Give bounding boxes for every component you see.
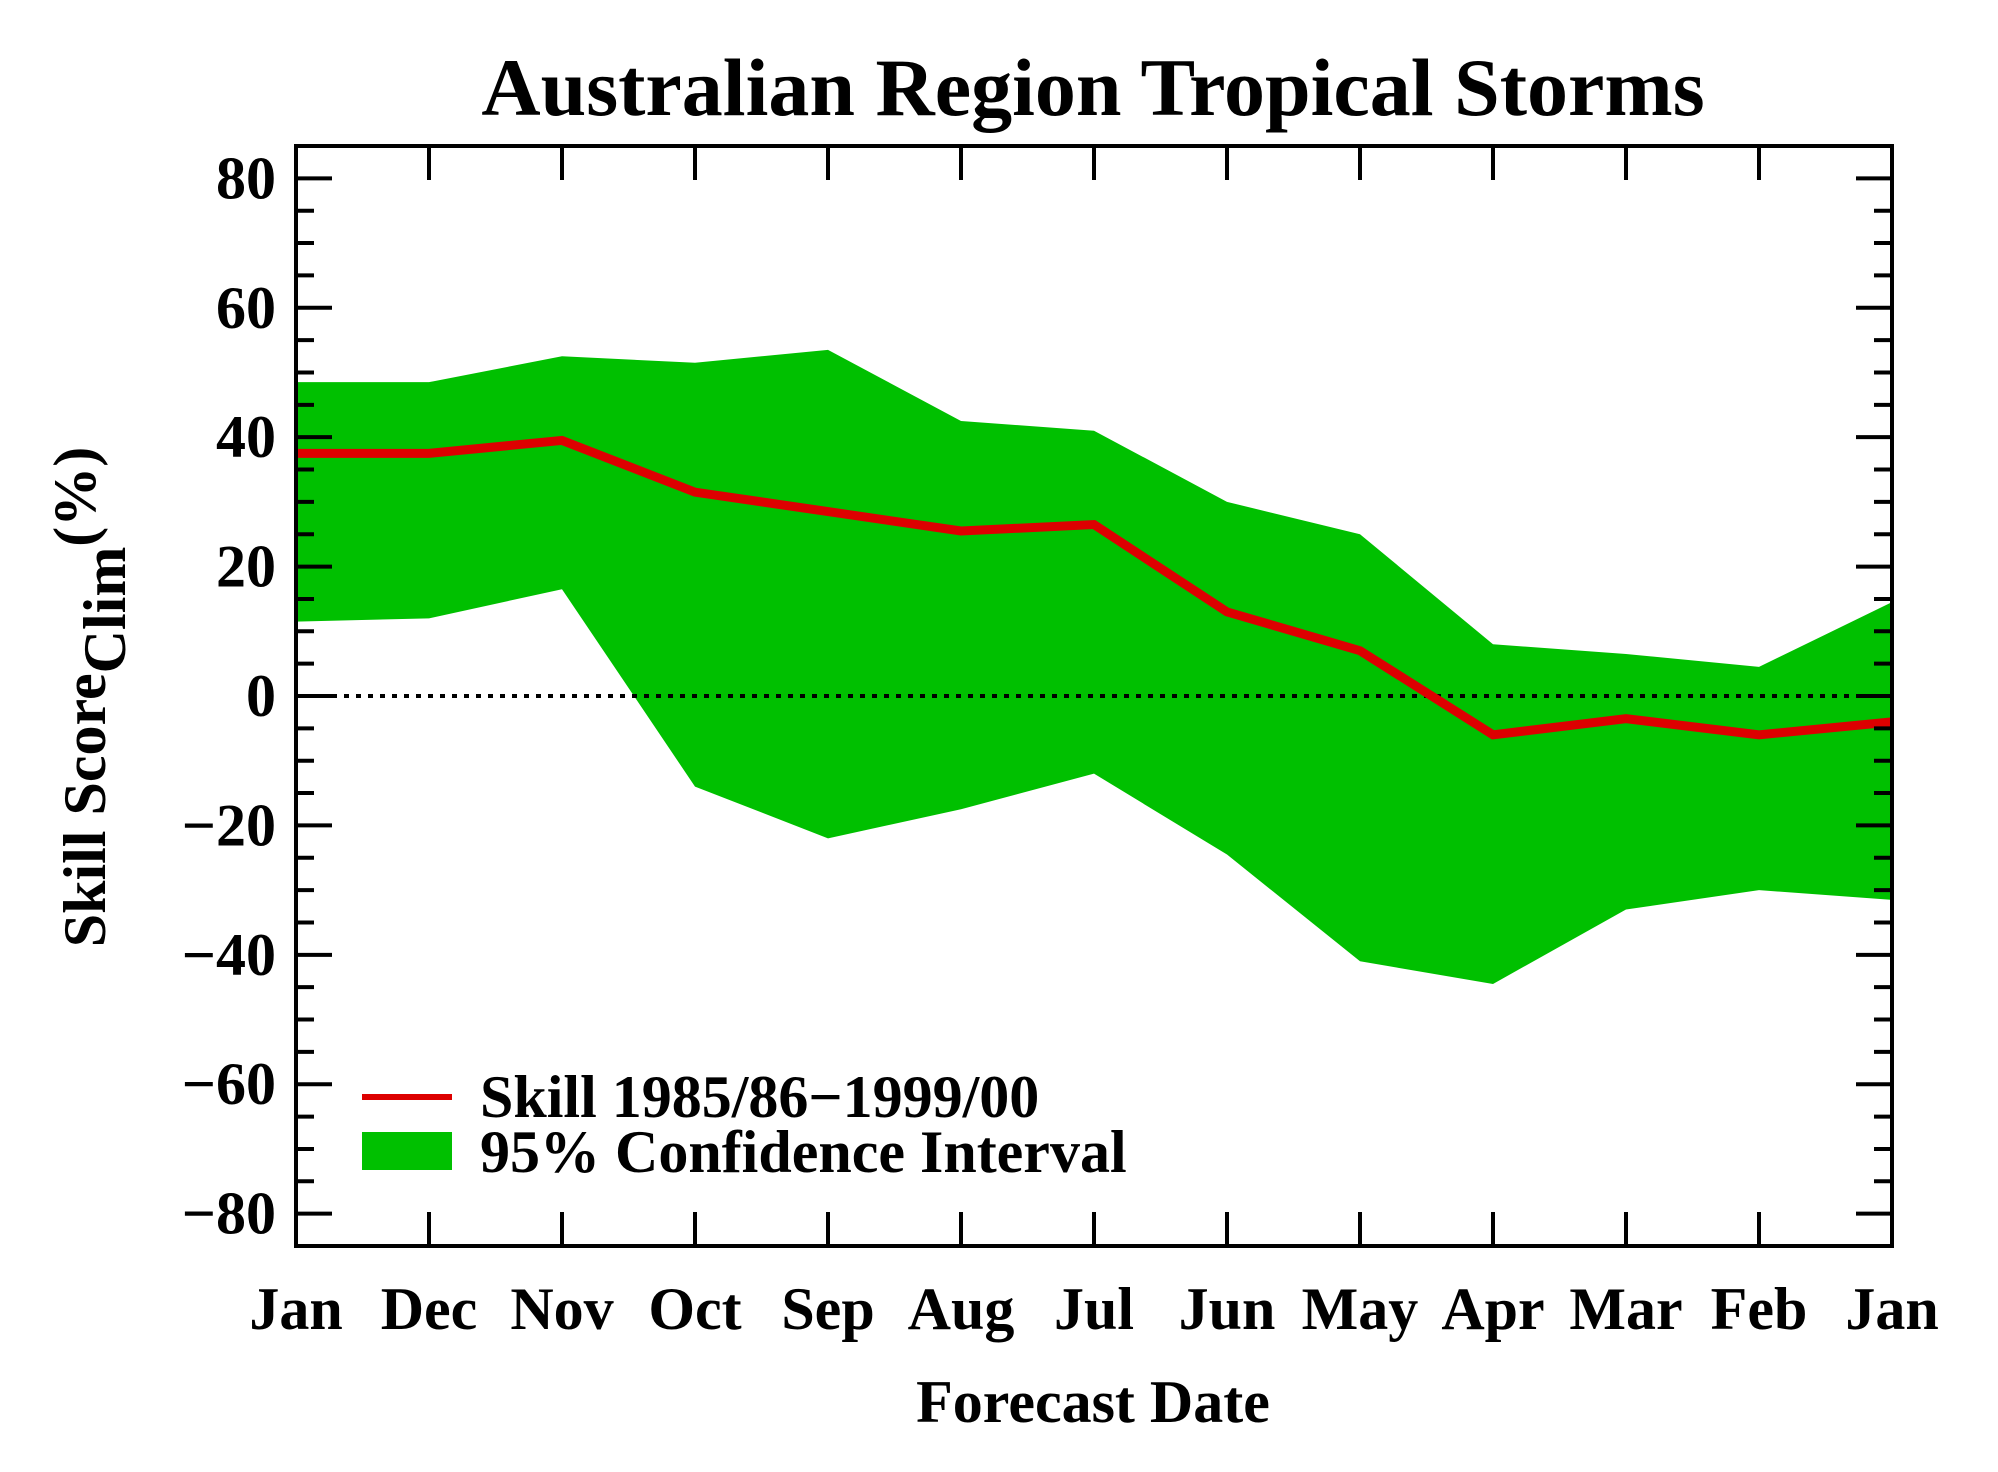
y-tick-label: 0 — [246, 663, 276, 729]
skill-point — [1492, 734, 1494, 736]
x-tick-label: Feb — [1711, 1276, 1808, 1342]
legend-band-swatch — [362, 1132, 452, 1170]
skill-point — [1359, 650, 1361, 652]
y-tick-labels: −80 −60 −40 −20 0 20 40 60 80 — [182, 145, 276, 1246]
y-tick-label: −60 — [182, 1051, 276, 1117]
x-tick-label: Sep — [781, 1276, 874, 1342]
x-tick-label: Jun — [1179, 1276, 1276, 1342]
skill-point — [428, 452, 430, 454]
x-tick-label: Nov — [510, 1276, 613, 1342]
skill-point — [561, 439, 563, 441]
x-tick-label: Apr — [1441, 1276, 1544, 1342]
x-tick-label: Mar — [1569, 1276, 1682, 1342]
skill-point — [1625, 718, 1627, 720]
y-tick-label: 40 — [216, 404, 276, 470]
skill-point — [1758, 734, 1760, 736]
y-tick-label: 60 — [216, 275, 276, 341]
x-tick-label: Jan — [1845, 1276, 1938, 1342]
y-tick-label: 20 — [216, 534, 276, 600]
y-axis-label-subscript: Clim — [72, 547, 138, 674]
y-axis-label-unit: (%) — [42, 447, 108, 547]
skill-point — [1093, 524, 1095, 526]
skill-point — [960, 530, 962, 532]
y-tick-label: −20 — [182, 792, 276, 858]
skill-point — [827, 511, 829, 513]
confidence-band-layer — [296, 349, 1892, 984]
legend-label-confidence-interval: 95% Confidence Interval — [480, 1119, 1127, 1185]
x-axis-label: Forecast Date — [916, 1369, 1270, 1435]
skill-point — [694, 491, 696, 493]
chart-title: Australian Region Tropical Storms — [481, 42, 1704, 133]
skill-point — [1226, 611, 1228, 613]
x-tick-label: Dec — [381, 1276, 478, 1342]
axes-layer — [294, 144, 1894, 1248]
legend-label-skill: Skill 1985/86−1999/00 — [480, 1064, 1039, 1130]
x-tick-label: Oct — [648, 1276, 741, 1342]
y-axis-label-main: Skill Score — [52, 673, 118, 947]
x-tick-labels: Jan Dec Nov Oct Sep Aug Jul Jun May Apr Mar Feb Jan — [249, 1276, 1938, 1342]
y-axis-label: Skill ScoreClim(%) — [42, 447, 138, 948]
x-tick-label: Aug — [908, 1276, 1015, 1342]
confidence-interval-band — [296, 349, 1892, 984]
x-tick-label: Jan — [249, 1276, 342, 1342]
x-tick-label: Jul — [1054, 1276, 1134, 1342]
y-tick-label: 80 — [216, 145, 276, 211]
y-tick-label: −40 — [182, 922, 276, 988]
y-tick-label: −80 — [182, 1181, 276, 1247]
legend: Skill 1985/86−1999/00 95% Confidence Int… — [362, 1064, 1127, 1185]
x-tick-label: May — [1302, 1276, 1419, 1342]
